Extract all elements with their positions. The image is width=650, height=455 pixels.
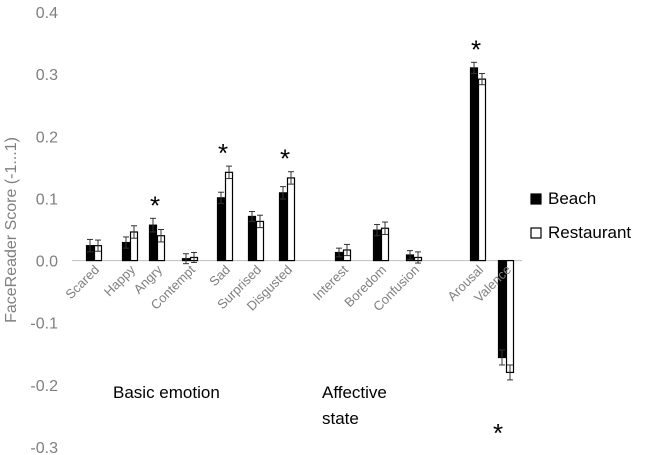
group-labels: Basic emotion Affective state [113, 383, 387, 428]
error-bar-beach-interest [336, 247, 342, 258]
error-bar-restaurant-disgusted [288, 171, 294, 185]
y-tick-label: 0.1 [36, 191, 58, 208]
error-bar-restaurant-boredom [382, 221, 388, 235]
error-bar-beach-sad [218, 191, 224, 204]
error-bar-beach-happy [123, 236, 129, 249]
y-tick-label: 0.3 [36, 67, 58, 84]
error-bar-beach-valence [499, 349, 505, 366]
bar-restaurant-sad [224, 171, 234, 262]
legend-item-restaurant: Restaurant [530, 223, 631, 242]
error-bar-restaurant-sad [226, 165, 232, 180]
y-axis-ticks: -0.3 -0.2 -0.1 0.0 0.1 0.2 0.3 0.4 [30, 5, 58, 455]
error-bar-beach-arousal [471, 61, 477, 75]
error-bar-restaurant-interest [344, 243, 350, 257]
error-bar-restaurant-angry [158, 229, 164, 243]
bars [85, 61, 515, 381]
category-label-scared: Scared [62, 262, 102, 302]
significance-marker-valence: * [493, 418, 503, 448]
error-bar-beach-angry [150, 217, 156, 233]
legend-swatch-beach [530, 193, 542, 205]
error-bar-restaurant-arousal [479, 73, 485, 86]
bar-restaurant-disgusted [286, 177, 296, 262]
error-bar-restaurant-scared [95, 239, 101, 252]
error-bar-restaurant-confusion [415, 251, 421, 264]
legend-item-beach: Beach [530, 189, 596, 208]
error-bar-restaurant-surprised [257, 214, 263, 229]
significance-marker-sad: * [218, 138, 228, 168]
group-label-affective: Affective state [322, 383, 387, 428]
bar-beach-sad [216, 197, 226, 262]
y-tick-label: -0.3 [30, 440, 58, 455]
bar-beach-surprised [247, 215, 257, 262]
bar-restaurant-arousal [477, 78, 487, 262]
y-tick-label: 0.0 [36, 254, 58, 271]
category-label-sad: Sad [206, 262, 233, 289]
error-bar-beach-contempt [183, 253, 189, 265]
y-axis-label: FaceReader Score (-1...1) [3, 137, 20, 323]
error-bar-restaurant-happy [131, 225, 137, 239]
category-label-happy: Happy [101, 262, 139, 300]
bar-beach-disgusted [278, 192, 288, 262]
legend: Beach Restaurant [530, 189, 631, 242]
error-bar-beach-disgusted [280, 186, 286, 200]
legend-label-restaurant: Restaurant [548, 223, 631, 242]
error-bar-beach-surprised [249, 210, 255, 222]
y-tick-label: 0.4 [36, 5, 58, 22]
error-bar-beach-scared [87, 238, 93, 253]
legend-label-beach: Beach [548, 189, 596, 208]
legend-swatch-restaurant [530, 227, 542, 239]
group-label-basic-emotion: Basic emotion [113, 383, 220, 402]
bar-beach-arousal [469, 67, 479, 262]
error-bar-beach-confusion [407, 250, 413, 260]
error-bar-restaurant-contempt [191, 251, 197, 263]
error-bar-restaurant-valence [507, 364, 513, 381]
y-tick-label: -0.2 [30, 378, 58, 395]
y-tick-label: 0.2 [36, 129, 58, 146]
y-tick-label: -0.1 [30, 316, 58, 333]
significance-marker-arousal: * [471, 34, 481, 64]
significance-markers: * * * * * [150, 34, 503, 448]
significance-marker-disgusted: * [280, 144, 290, 174]
significance-marker-angry: * [150, 190, 160, 220]
error-bar-beach-boredom [374, 224, 380, 237]
